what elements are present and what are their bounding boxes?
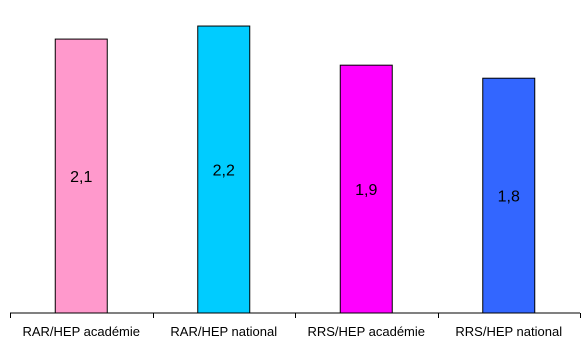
x-axis	[10, 312, 581, 318]
x-tick-label: RRS/HEP national	[455, 324, 562, 339]
bar-value-label: 1,9	[355, 182, 377, 199]
bars-layer	[54, 25, 536, 314]
x-tick-label: RAR/HEP national	[170, 324, 277, 339]
x-tick-label: RRS/HEP académie	[307, 324, 425, 339]
labels-layer: 2,1 RAR/HEP académie 2,2 RAR/HEP national 1,…	[22, 163, 562, 339]
bar	[482, 77, 536, 314]
bar	[54, 38, 108, 314]
bar-value-label: 2,2	[213, 163, 235, 180]
bar	[339, 64, 393, 314]
bar-value-label: 1,8	[498, 189, 520, 206]
x-tick-label: RAR/HEP académie	[22, 324, 140, 339]
bar-value-label: 2,1	[70, 169, 92, 186]
bar	[197, 25, 251, 314]
